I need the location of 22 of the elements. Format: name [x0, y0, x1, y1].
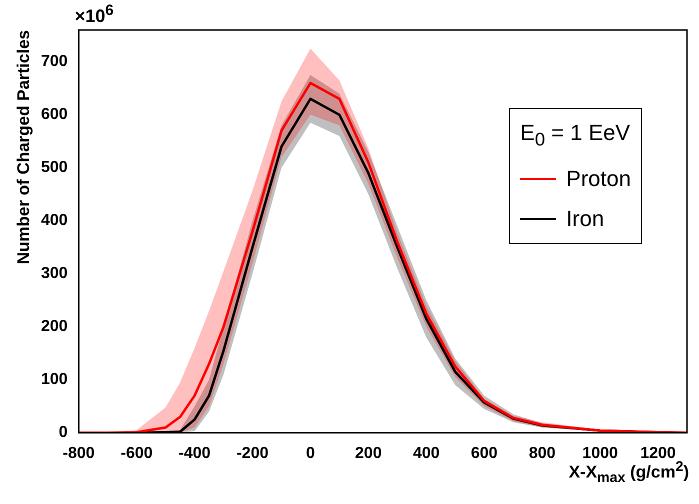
legend-title: E$_{0}$ = 1 EeV	[520, 119, 631, 152]
x-tick-label: -800	[62, 444, 95, 462]
y-tick-label: 500	[40, 159, 68, 176]
x-tick-label: 400	[412, 444, 440, 462]
x-tick-label: 600	[470, 444, 498, 462]
x-tick-label: -200	[236, 444, 269, 462]
text: ×10$^{6}$	[74, 2, 114, 27]
legend-label: Proton	[566, 165, 631, 194]
y-axis-title: Number of Charged Particles	[14, 30, 34, 266]
y-tick-label: 600	[40, 106, 68, 124]
x-tick-label: -600	[120, 444, 153, 462]
y-tick-label: 700	[40, 53, 68, 70]
legend-label: Iron	[566, 205, 604, 234]
y-tick-label: 0	[58, 424, 68, 442]
x-tick-label: 200	[355, 444, 382, 462]
y-tick-label: 400	[40, 212, 68, 230]
y-tick-label: 300	[40, 265, 68, 282]
x-tick-label: -400	[178, 444, 211, 462]
y-tick-label: 100	[40, 371, 68, 388]
y-tick-label: 200	[40, 318, 68, 336]
x-tick-label: 800	[528, 444, 556, 462]
x-tick-label: 0	[306, 444, 315, 462]
